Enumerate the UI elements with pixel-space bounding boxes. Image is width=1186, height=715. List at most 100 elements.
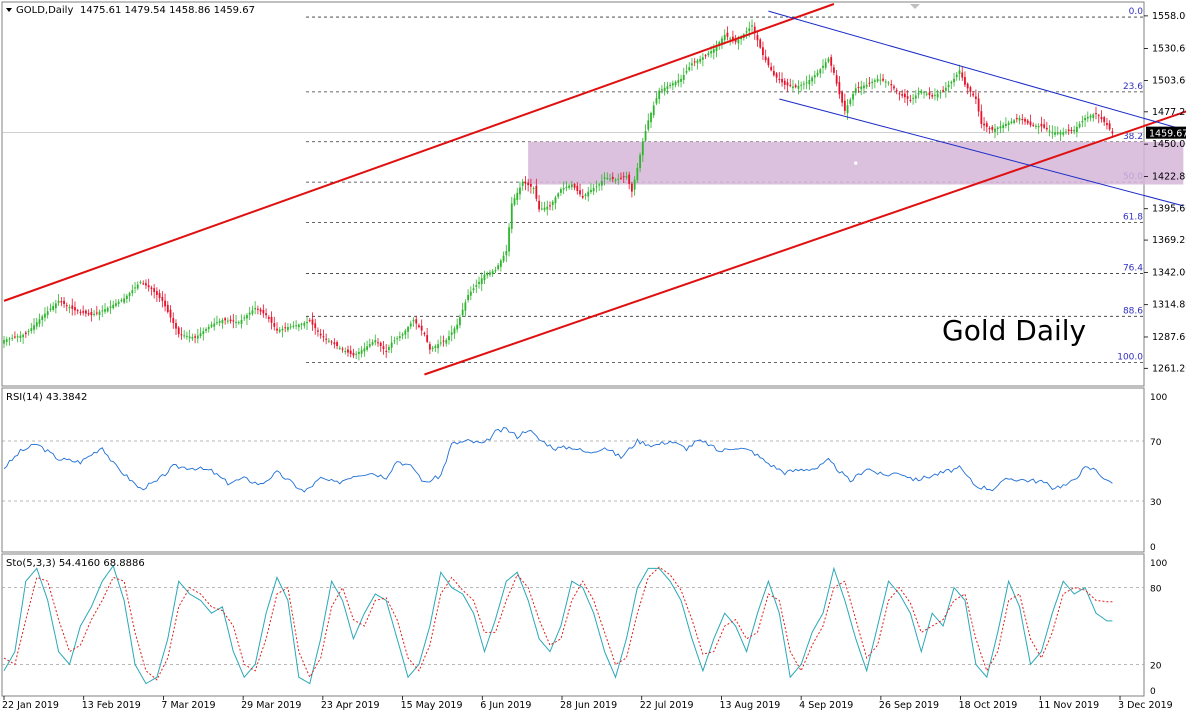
candle	[415, 315, 418, 330]
candle	[1081, 115, 1084, 128]
candle	[516, 187, 519, 206]
candle	[98, 309, 101, 321]
candle	[109, 300, 112, 315]
candle	[792, 79, 794, 91]
candle	[603, 172, 606, 186]
candle	[158, 289, 161, 303]
candle	[235, 315, 237, 328]
candle	[85, 309, 87, 317]
candle	[374, 334, 377, 346]
candle	[1084, 114, 1086, 128]
candle	[281, 325, 284, 338]
candle	[333, 338, 336, 349]
candle	[682, 67, 685, 84]
candle	[879, 73, 882, 86]
candle	[172, 312, 175, 329]
candle	[478, 276, 480, 289]
candle	[999, 120, 1002, 134]
candle	[606, 172, 609, 181]
candle	[240, 314, 243, 329]
candle	[229, 315, 232, 324]
candle	[543, 201, 546, 212]
candle	[811, 75, 813, 86]
candle	[499, 258, 502, 272]
candle	[726, 26, 729, 41]
candle	[155, 287, 158, 302]
candle	[1018, 115, 1021, 125]
candle	[150, 285, 153, 296]
price-tick-label: 1314.80	[1152, 300, 1186, 311]
candle	[232, 314, 235, 329]
candle	[210, 321, 213, 329]
candle	[131, 284, 134, 297]
candle	[142, 280, 145, 286]
candle	[377, 338, 379, 347]
candle	[11, 334, 14, 342]
candle	[925, 91, 928, 97]
candle	[322, 329, 325, 342]
downtrend-lower-line	[779, 98, 1184, 207]
candle	[527, 179, 530, 192]
candle	[1040, 116, 1043, 132]
candle	[827, 56, 830, 64]
candle	[538, 194, 540, 213]
sto-panel[interactable]	[1, 553, 1145, 697]
candle	[79, 309, 82, 316]
candle	[923, 90, 925, 99]
candle	[570, 180, 573, 191]
candle	[262, 304, 265, 318]
channel-upper-line	[3, 3, 835, 302]
candle	[944, 81, 947, 98]
candle	[295, 320, 298, 330]
candle	[289, 323, 292, 330]
candle	[1095, 106, 1097, 120]
candle	[614, 177, 617, 184]
candle	[715, 40, 718, 58]
trendlines	[3, 3, 1186, 376]
candle	[863, 82, 865, 95]
candle	[327, 338, 330, 344]
candle	[1005, 117, 1007, 129]
candle	[469, 286, 472, 301]
candle	[813, 70, 816, 84]
fib-level-label: 38.2	[1123, 132, 1143, 142]
candle	[390, 335, 393, 354]
chart-shift-marker-icon[interactable]	[910, 4, 920, 9]
dropdown-triangle-icon[interactable]	[6, 8, 12, 12]
candle	[936, 89, 939, 101]
candle	[887, 81, 890, 86]
candle	[568, 183, 571, 190]
candle	[3, 335, 5, 349]
rsi-panel[interactable]	[1, 387, 1145, 553]
price-tick-label: 1503.60	[1152, 75, 1186, 86]
price-panel[interactable]	[1, 1, 1145, 387]
candle	[838, 76, 841, 99]
candle	[822, 59, 824, 74]
candle	[753, 22, 756, 40]
candle	[772, 65, 775, 77]
candle	[1013, 118, 1015, 125]
candle	[830, 54, 833, 73]
candle	[366, 340, 368, 352]
candle	[876, 74, 879, 83]
candle	[1108, 120, 1111, 131]
candle	[382, 340, 385, 355]
candle	[68, 304, 71, 314]
candle	[19, 331, 22, 343]
candle	[426, 327, 429, 344]
candle	[423, 331, 426, 337]
candle	[207, 324, 210, 333]
candle	[633, 176, 636, 196]
candle	[920, 89, 923, 95]
candle	[254, 301, 257, 315]
candle	[1067, 124, 1070, 135]
candle	[934, 88, 936, 101]
candle	[191, 333, 194, 341]
candle	[480, 272, 483, 292]
candle	[60, 297, 63, 307]
candle	[169, 305, 172, 323]
candle	[128, 291, 131, 302]
candle	[636, 162, 639, 183]
candle	[947, 80, 950, 93]
